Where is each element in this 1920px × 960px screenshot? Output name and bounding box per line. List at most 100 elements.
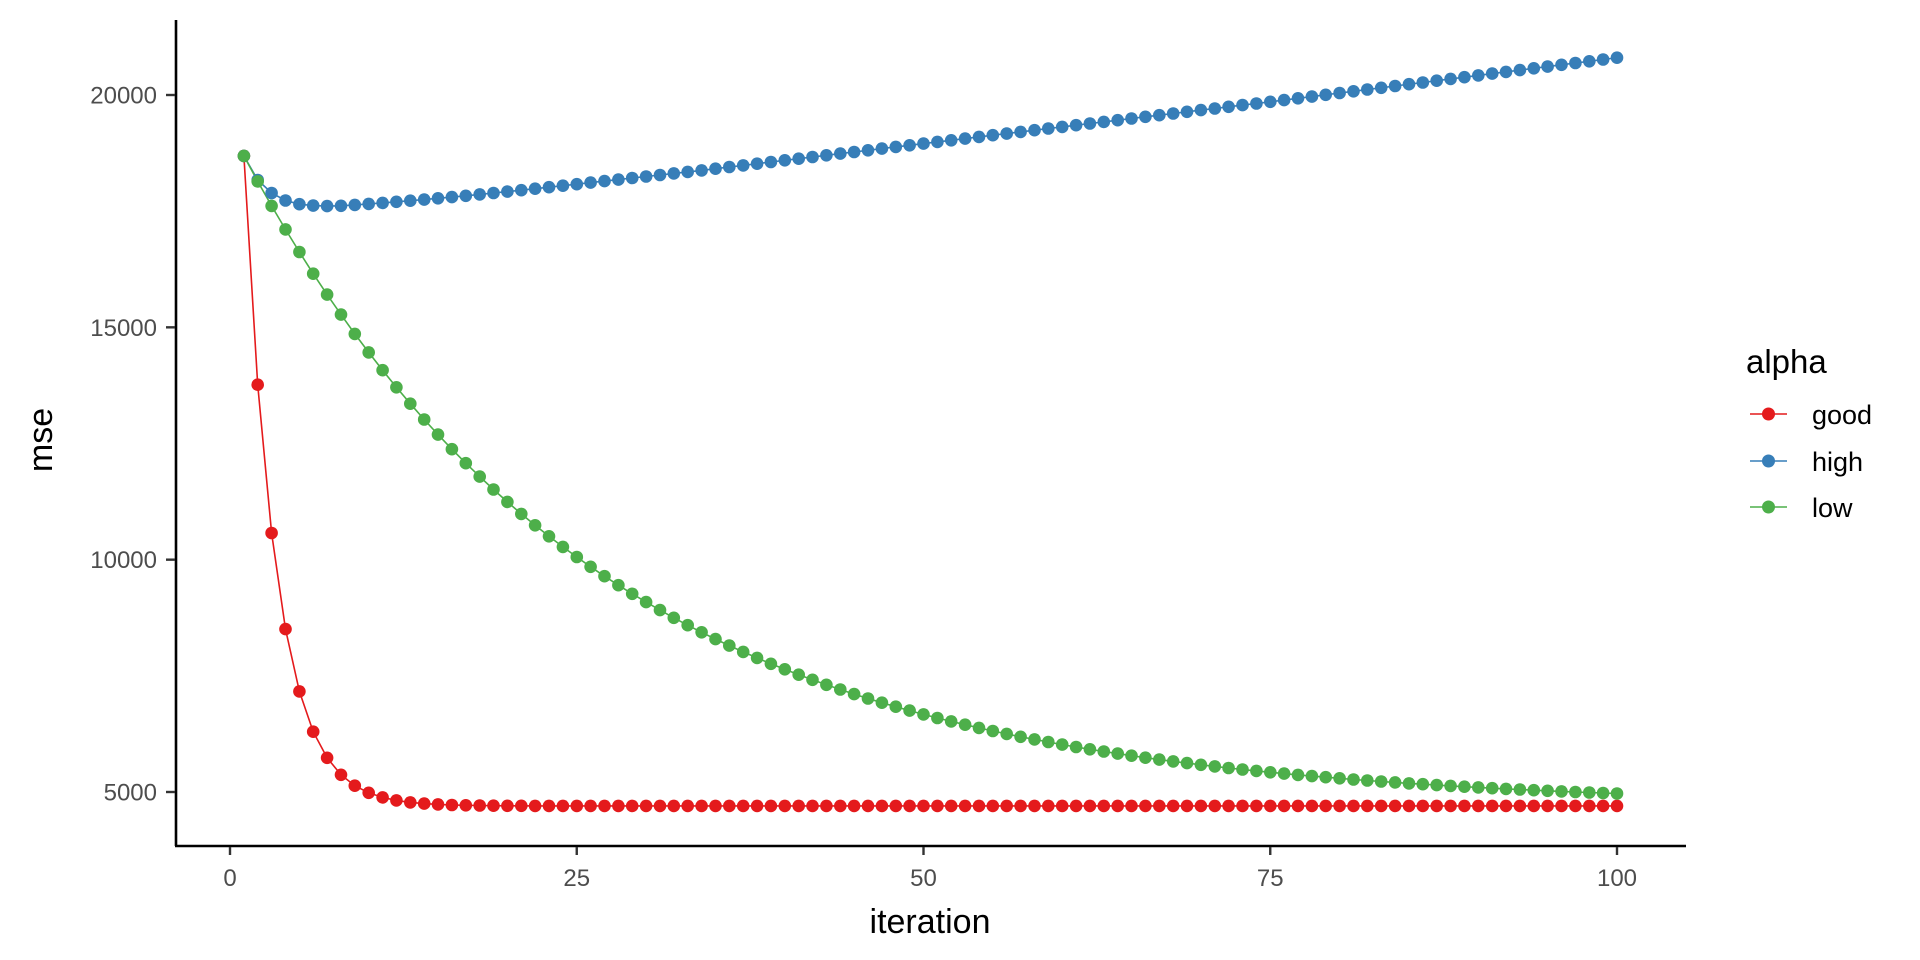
data-point [1499,782,1513,796]
data-point [750,799,764,813]
data-point [487,483,500,496]
x-tick-label: 75 [1257,865,1284,892]
data-point [1527,799,1541,813]
data-point [1305,90,1319,103]
data-point [556,540,570,554]
data-point [1250,799,1263,813]
data-point [1444,779,1457,793]
data-point [1374,81,1388,95]
data-point [1125,749,1138,762]
data-point [834,683,847,696]
data-point [293,197,306,211]
data-point [944,715,958,728]
data-point [237,149,251,163]
data-point [348,198,362,212]
data-point [986,799,1000,813]
data-point [1014,125,1027,139]
data-point [972,799,986,813]
data-point [778,154,792,167]
data-point [320,199,334,213]
legend: alpha good high low [1746,343,1872,523]
data-point [487,186,500,200]
data-point [806,799,819,813]
data-point [459,456,473,470]
data-point [1028,799,1041,813]
data-point [834,799,847,813]
data-point [306,267,320,281]
data-point [1402,799,1416,813]
data-point [1416,777,1430,791]
data-point [1402,77,1416,91]
data-point [1194,799,1208,813]
data-point [293,245,306,259]
data-point [1305,769,1319,783]
data-point [944,134,958,147]
data-point [1513,783,1527,796]
data-point [515,183,528,197]
data-point [612,578,625,592]
data-point [931,135,944,149]
data-point [1000,799,1013,813]
data-point [1208,799,1222,813]
y-axis-title: mse [22,408,60,472]
data-point [1180,799,1194,813]
data-point [1139,751,1152,764]
data-point [362,786,376,800]
y-axis-ticks: 5000 10000 15000 20000 [90,83,175,807]
data-point [834,147,847,160]
data-point [570,550,584,564]
x-tick-label: 0 [223,865,236,892]
data-point [1596,799,1610,813]
data-point [986,724,1000,738]
data-point [1291,799,1305,813]
data-point [334,199,348,213]
data-point [1472,69,1485,82]
data-point [972,130,986,144]
data-point [1305,799,1319,813]
data-point [820,149,833,162]
data-point [944,799,958,813]
data-point [376,196,389,210]
data-point [695,164,708,177]
data-point [1416,76,1430,89]
data-point [1388,799,1402,813]
data-point [459,189,473,203]
data-point [750,651,764,665]
data-point [1180,756,1194,770]
data-point [1458,780,1471,793]
data-point [917,799,930,813]
data-point [1222,799,1235,813]
data-point [986,128,1000,142]
data-point [1347,799,1360,813]
data-point [1069,799,1083,813]
data-point [1222,100,1235,114]
data-point [584,799,597,813]
data-point [1014,799,1027,813]
x-tick-label: 100 [1597,865,1637,892]
legend-key-point-icon [1762,454,1775,468]
data-point [1264,766,1277,779]
data-point [1277,767,1291,780]
data-point [1499,799,1513,813]
data-point [847,145,861,159]
data-point [404,796,417,809]
data-point [1042,735,1055,749]
data-point [1111,747,1124,760]
data-point [542,180,556,194]
data-point [681,165,694,179]
data-point [1541,784,1554,798]
legend-label: low [1812,493,1853,523]
data-point [1264,799,1277,813]
data-point [903,799,916,813]
data-point [404,194,417,207]
data-point [515,799,528,813]
data-point [1208,760,1222,773]
data-point [1458,799,1471,813]
data-point [1125,112,1138,125]
data-point [1374,775,1388,788]
data-point [306,199,320,212]
series-line-high [243,56,1618,207]
data-point [404,397,417,411]
data-point [1555,799,1568,813]
data-point [390,195,403,209]
